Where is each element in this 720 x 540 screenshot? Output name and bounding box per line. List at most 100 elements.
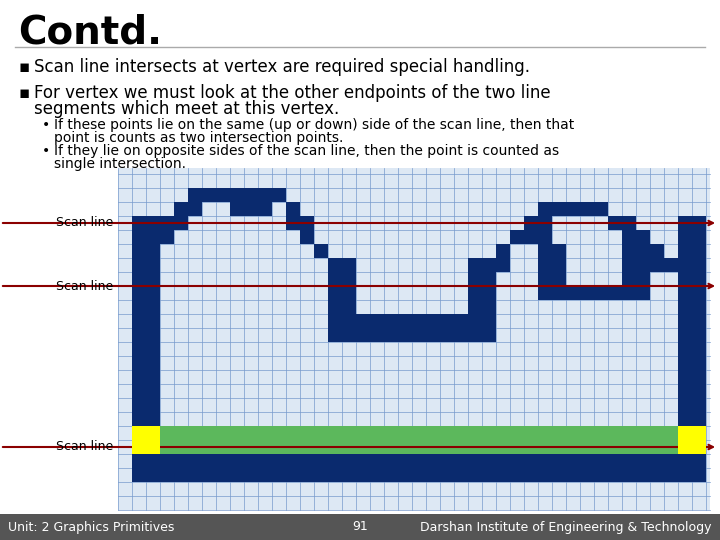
Bar: [384, 426, 398, 440]
Bar: [678, 370, 692, 384]
Bar: [510, 230, 524, 244]
Bar: [328, 272, 342, 286]
Bar: [622, 286, 636, 300]
Bar: [356, 314, 370, 328]
Bar: [692, 468, 706, 482]
Bar: [328, 328, 342, 342]
Bar: [398, 328, 412, 342]
Bar: [510, 454, 524, 468]
Bar: [692, 426, 706, 440]
Bar: [566, 440, 580, 454]
Bar: [286, 202, 300, 216]
Bar: [286, 468, 300, 482]
Bar: [0, 514, 720, 540]
Bar: [146, 370, 160, 384]
Bar: [678, 440, 692, 454]
Bar: [580, 286, 594, 300]
Bar: [692, 300, 706, 314]
Bar: [636, 286, 650, 300]
Bar: [678, 216, 692, 230]
Bar: [314, 440, 328, 454]
Bar: [258, 468, 272, 482]
Bar: [622, 468, 636, 482]
Bar: [146, 454, 160, 468]
Bar: [622, 454, 636, 468]
Bar: [426, 328, 440, 342]
Bar: [174, 454, 188, 468]
Bar: [650, 244, 664, 258]
Bar: [216, 468, 230, 482]
Bar: [510, 468, 524, 482]
Bar: [398, 440, 412, 454]
Bar: [524, 216, 538, 230]
Bar: [566, 426, 580, 440]
Bar: [328, 468, 342, 482]
Bar: [146, 468, 160, 482]
Bar: [174, 468, 188, 482]
Bar: [692, 258, 706, 272]
Bar: [496, 454, 510, 468]
Bar: [510, 426, 524, 440]
Bar: [370, 454, 384, 468]
Bar: [468, 286, 482, 300]
Bar: [482, 328, 496, 342]
Bar: [300, 230, 314, 244]
Bar: [202, 426, 216, 440]
Bar: [552, 258, 566, 272]
Bar: [132, 412, 146, 426]
Bar: [664, 468, 678, 482]
Bar: [132, 426, 146, 440]
Bar: [160, 216, 174, 230]
Bar: [328, 258, 342, 272]
Bar: [440, 314, 454, 328]
Bar: [146, 440, 160, 454]
Bar: [244, 468, 258, 482]
Bar: [552, 272, 566, 286]
Text: Scan line: Scan line: [55, 280, 113, 293]
Bar: [678, 412, 692, 426]
Bar: [482, 314, 496, 328]
Bar: [398, 426, 412, 440]
Bar: [146, 356, 160, 370]
Bar: [132, 328, 146, 342]
Bar: [216, 426, 230, 440]
Bar: [608, 286, 622, 300]
Bar: [454, 328, 468, 342]
Bar: [412, 426, 426, 440]
Bar: [314, 454, 328, 468]
Bar: [286, 216, 300, 230]
Bar: [384, 314, 398, 328]
Bar: [468, 300, 482, 314]
Bar: [370, 328, 384, 342]
Bar: [454, 440, 468, 454]
Bar: [328, 440, 342, 454]
Bar: [440, 440, 454, 454]
Bar: [342, 328, 356, 342]
Bar: [692, 286, 706, 300]
Text: •: •: [42, 118, 50, 132]
Bar: [174, 426, 188, 440]
Bar: [692, 454, 706, 468]
Bar: [608, 468, 622, 482]
Bar: [342, 454, 356, 468]
Bar: [440, 328, 454, 342]
Bar: [328, 258, 342, 272]
Bar: [594, 202, 608, 216]
Bar: [230, 426, 244, 440]
Bar: [426, 440, 440, 454]
Bar: [384, 468, 398, 482]
Bar: [482, 286, 496, 300]
Bar: [314, 468, 328, 482]
Bar: [538, 230, 552, 244]
Bar: [146, 426, 160, 440]
Bar: [146, 468, 160, 482]
Bar: [608, 440, 622, 454]
Bar: [566, 202, 580, 216]
Bar: [580, 468, 594, 482]
Bar: [678, 468, 692, 482]
Bar: [146, 216, 160, 230]
Bar: [608, 426, 622, 440]
Bar: [496, 440, 510, 454]
Bar: [412, 314, 426, 328]
Bar: [496, 426, 510, 440]
